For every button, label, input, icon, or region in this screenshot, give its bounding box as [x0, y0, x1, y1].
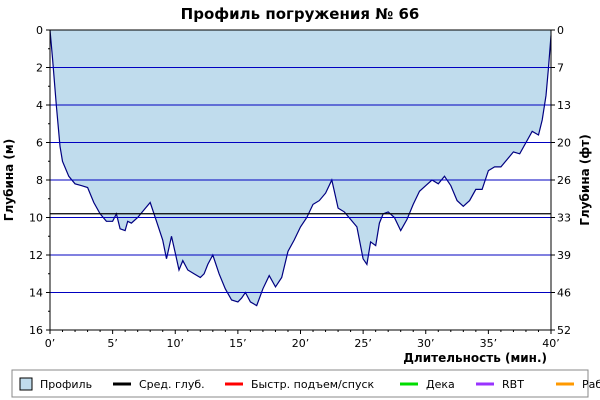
y-tick-label: 4	[36, 99, 43, 112]
y-tick-label: 8	[36, 174, 43, 187]
grid-lines	[50, 67, 551, 293]
profile-line	[49, 29, 552, 307]
legend-item: Сред. глуб.	[113, 378, 205, 391]
x-tick-label: 0’	[45, 337, 56, 350]
y-tick-label: 16	[29, 324, 43, 337]
y-axis-label-right: Глубина (фт)	[578, 134, 592, 225]
legend-label: Быстр. подъем/спуск	[251, 378, 375, 391]
y2-tick-label: 39	[557, 249, 571, 262]
legend-swatch-box	[19, 377, 33, 391]
legend-item: Дека	[400, 378, 455, 391]
legend-item: Профиль	[19, 377, 92, 391]
y2-tick-label: 33	[557, 212, 571, 225]
y2-tick-label: 26	[557, 174, 571, 187]
x-tick-label: 20’	[292, 337, 310, 350]
plot-area	[49, 29, 552, 307]
axis-ticks: 0’ 5’ 10’ 15’ 20’ 25’ 30’ 35’ 40’024681012141607…	[29, 24, 571, 350]
y2-tick-label: 52	[557, 324, 571, 337]
y-tick-label: 14	[29, 287, 43, 300]
y-tick-label: 12	[29, 249, 43, 262]
x-axis-label: Длительность (мин.)	[403, 351, 547, 365]
x-tick-label: 10’	[167, 337, 185, 350]
y-tick-label: 0	[36, 24, 43, 37]
legend-label: RBT	[502, 378, 524, 391]
y2-tick-label: 20	[557, 137, 571, 150]
legend-label: Дека	[426, 378, 455, 391]
y-axis-label-left: Глубина (м)	[2, 139, 16, 221]
y-tick-label: 6	[36, 137, 43, 150]
x-tick-label: 35’	[480, 337, 498, 350]
legend-item: Быстр. подъем/спуск	[225, 378, 375, 391]
x-tick-label: 5’	[107, 337, 118, 350]
y2-tick-label: 7	[557, 62, 564, 75]
profile-area	[50, 30, 551, 306]
legend-label: Раб.	[582, 378, 600, 391]
legend-item: RBT	[476, 378, 524, 391]
y-tick-label: 10	[29, 212, 43, 225]
y2-tick-label: 0	[557, 24, 564, 37]
legend: Профиль Сред. глуб. Быстр. подъем/спуск Дек…	[11, 369, 600, 398]
y2-tick-label: 46	[557, 287, 571, 300]
x-tick-label: 15’	[229, 337, 247, 350]
y2-tick-label: 13	[557, 99, 571, 112]
legend-label: Профиль	[40, 378, 92, 391]
x-tick-label: 30’	[417, 337, 435, 350]
legend-label: Сред. глуб.	[139, 378, 205, 391]
x-tick-label: 25’	[354, 337, 372, 350]
x-tick-label: 40’	[542, 337, 560, 350]
chart-title: Профиль погружения № 66	[181, 5, 420, 23]
y-tick-label: 2	[36, 62, 43, 75]
legend-item: Раб.	[556, 378, 600, 391]
